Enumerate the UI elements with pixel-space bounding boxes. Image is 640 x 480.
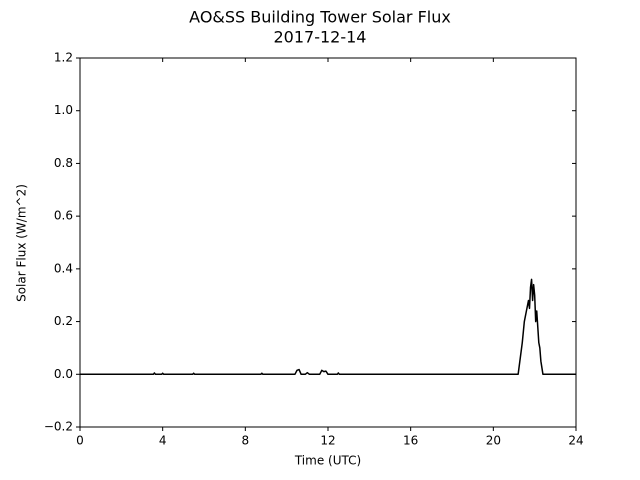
y-tick-label: 0.6	[54, 209, 73, 223]
x-tick-label: 0	[76, 434, 84, 448]
x-tick-label: 20	[486, 434, 501, 448]
chart-title: AO&SS Building Tower Solar Flux	[189, 8, 451, 27]
y-tick-label: 1.0	[54, 103, 73, 117]
x-tick-label: 24	[568, 434, 583, 448]
y-tick-label: 0.8	[54, 156, 73, 170]
y-tick-label: −0.2	[44, 420, 73, 434]
data-line	[80, 278, 576, 376]
y-tick-label: 0.4	[54, 261, 73, 275]
chart-subtitle: 2017-12-14	[274, 28, 367, 47]
y-axis-label: Solar Flux (W/m^2)	[15, 184, 29, 302]
x-tick-label: 8	[242, 434, 250, 448]
x-tick-label: 12	[320, 434, 335, 448]
x-tick-label: 16	[403, 434, 418, 448]
y-tick-label: 1.2	[54, 51, 73, 65]
x-axis-label: Time (UTC)	[294, 454, 361, 468]
plot-frame	[79, 57, 577, 428]
y-tick-label: 0.2	[54, 314, 73, 328]
x-tick-label: 4	[159, 434, 167, 448]
y-tick-label: 0.0	[54, 367, 73, 381]
